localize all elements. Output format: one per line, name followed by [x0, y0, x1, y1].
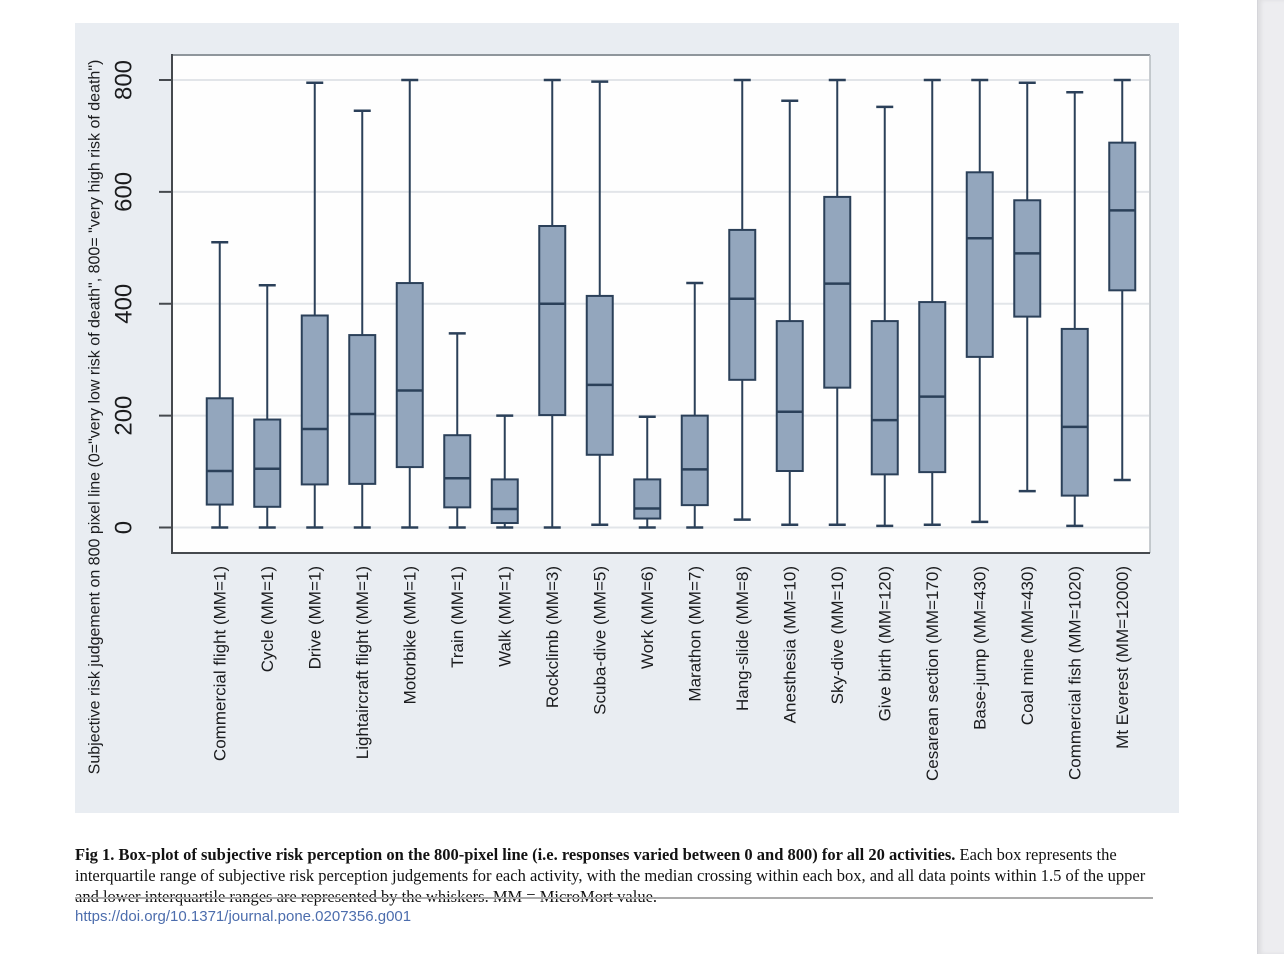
category-label: Anesthesia (MM=10) [780, 566, 799, 723]
category-label: Train (MM=1) [448, 566, 467, 668]
y-tick-label: 0 [111, 521, 138, 534]
category-label: Marathon (MM=7) [685, 566, 704, 702]
category-label: Coal mine (MM=430) [1018, 566, 1037, 725]
iqr-box [253, 418, 282, 508]
figure-caption-body: Each box represents the interquartile ra… [75, 844, 1146, 906]
iqr-box [1108, 141, 1137, 292]
figure-caption-title: Fig 1. Box-plot of subjective risk perce… [75, 844, 956, 864]
category-label: Scuba-dive (MM=5) [590, 566, 609, 715]
iqr-box [1013, 199, 1042, 318]
page-edge [1257, 0, 1284, 954]
category-label: Sky-dive (MM=10) [828, 566, 847, 704]
figure-1: 0 200 400 600 800 Commercial flight (MM=1) Cyc… [75, 23, 1179, 813]
category-label: Motorbike (MM=1) [400, 566, 419, 704]
doi-link[interactable]: https://doi.org/10.1371/journal.pone.020… [75, 908, 412, 925]
iqr-box [680, 414, 709, 507]
boxplot-chart: 0 200 400 600 800 Commercial flight (MM=1) Cyc… [87, 54, 1151, 781]
category-label: Commercial flight (MM=1) [210, 566, 229, 761]
category-label: Mt Everest (MM=12000) [1113, 566, 1132, 749]
category-label: Commercial fish (MM=1020) [1065, 566, 1084, 780]
caption-divider [75, 897, 1153, 899]
iqr-box [395, 282, 424, 469]
category-label: Rockclimb (MM=3) [543, 566, 562, 708]
iqr-box [443, 434, 472, 509]
category-label: Work (MM=6) [638, 566, 657, 669]
iqr-box [205, 397, 234, 506]
iqr-box [918, 301, 947, 474]
category-label: Lightaircraft flight (MM=1) [353, 566, 372, 759]
category-label: Cycle (MM=1) [258, 566, 277, 672]
iqr-box [1060, 327, 1089, 497]
iqr-box [870, 320, 899, 476]
y-tick-label: 400 [111, 284, 138, 324]
category-label: Give birth (MM=120) [875, 566, 894, 721]
y-tick-label: 800 [111, 60, 138, 100]
category-label: Walk (MM=1) [495, 566, 514, 667]
iqr-box [728, 228, 757, 381]
iqr-box [538, 224, 567, 417]
category-label: Drive (MM=1) [305, 566, 324, 669]
category-label: Hang-slide (MM=8) [733, 566, 752, 711]
iqr-box [823, 195, 852, 389]
y-axis-title: Subjective risk judgement on 800 pixel l… [87, 60, 104, 775]
iqr-box [490, 478, 519, 525]
y-tick-label: 600 [111, 172, 138, 212]
iqr-box [633, 478, 662, 520]
iqr-box [965, 171, 994, 358]
category-label: Cesarean section (MM=170) [923, 566, 942, 781]
iqr-box [300, 314, 329, 486]
category-label: Base-jump (MM=430) [970, 566, 989, 730]
iqr-box [585, 294, 614, 456]
y-tick-label: 200 [111, 396, 138, 436]
iqr-box [775, 320, 804, 473]
figure-caption: Fig 1. Box-plot of subjective risk perce… [75, 844, 1155, 907]
iqr-box [348, 334, 377, 485]
